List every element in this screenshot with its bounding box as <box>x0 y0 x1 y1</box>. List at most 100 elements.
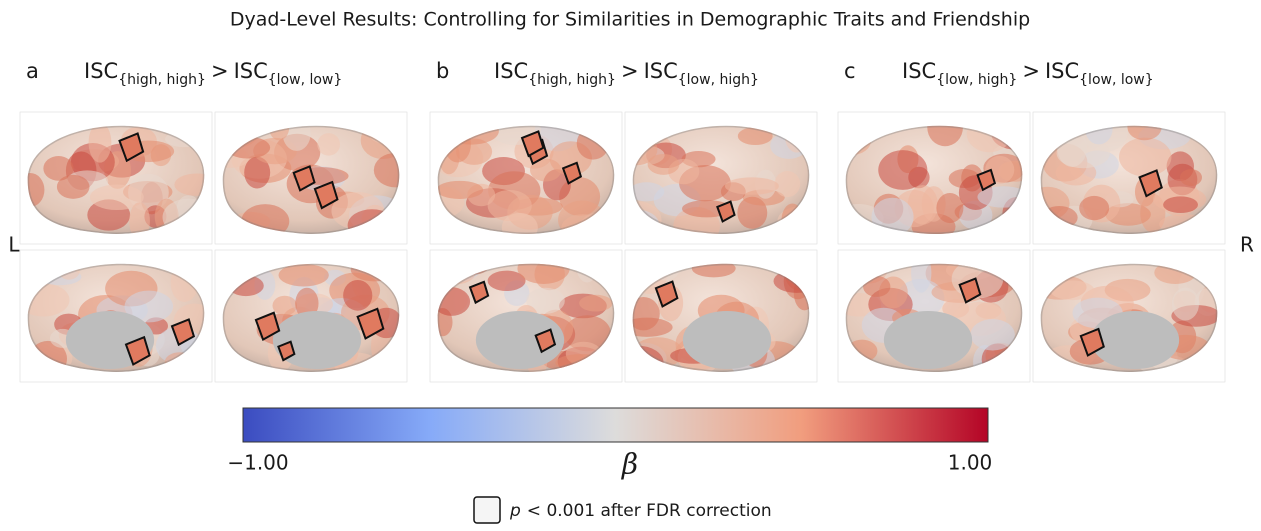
brain-parcel <box>1127 125 1162 141</box>
hemisphere-label: R <box>1240 233 1254 257</box>
panel-contrast: ISC{high, high} > ISC{low, high} <box>494 59 759 88</box>
medial-wall <box>682 310 772 370</box>
contrast-base: ISC <box>234 59 268 83</box>
panel-label: c <box>844 59 856 83</box>
contrast-base: ISC <box>1045 59 1079 83</box>
panel-label: b <box>436 59 449 83</box>
significant-region <box>124 335 151 366</box>
significant-region <box>356 307 385 340</box>
medial-wall <box>1090 310 1180 370</box>
brain-parcel <box>88 125 112 163</box>
significant-region <box>976 168 997 192</box>
brain-parcel <box>647 153 680 175</box>
legend-box <box>473 496 501 524</box>
colorbar-max: 1.00 <box>948 451 993 475</box>
brain-parcel <box>278 263 329 287</box>
brain-parcel <box>343 279 373 311</box>
brain-parcel <box>970 319 1015 351</box>
contrast-sub: {low, low} <box>268 72 343 88</box>
contrast-base: ISC <box>902 59 936 83</box>
significant-region <box>118 132 145 163</box>
legend-label: < 0.001 after FDR correction <box>527 501 772 521</box>
significant-region <box>468 280 490 305</box>
medial-wall <box>883 310 973 370</box>
significant-region <box>1079 327 1105 357</box>
brain-parcel <box>437 180 484 199</box>
significant-region <box>292 165 316 192</box>
significant-region <box>520 130 545 158</box>
contrast-base: ISC <box>494 59 528 83</box>
significant-region <box>534 328 557 354</box>
significant-region <box>277 340 296 362</box>
brain-parcel <box>487 270 526 292</box>
contrast-sub: {low, low} <box>1079 72 1154 88</box>
brain-parcel <box>129 202 150 235</box>
brain-parcel <box>282 125 311 151</box>
brain-parcel <box>244 156 271 189</box>
medial-wall <box>272 310 362 370</box>
hemisphere-label: L <box>8 233 20 257</box>
colorbar <box>242 407 989 443</box>
brain-parcel <box>1163 196 1198 214</box>
brain-parcel <box>517 263 570 284</box>
significant-region <box>958 277 982 304</box>
brain-parcel <box>774 170 801 198</box>
legend-text: p < 0.001 after FDR correction <box>509 501 772 521</box>
brain-parcel <box>1119 137 1172 177</box>
contrast-base: ISC <box>644 59 678 83</box>
medial-wall <box>475 310 565 370</box>
contrast-sub: {high, high} <box>118 72 206 88</box>
brain-parcel <box>43 155 74 181</box>
significant-region <box>1138 169 1163 198</box>
contrast-operator: > <box>211 59 229 83</box>
brain-parcel <box>272 295 297 316</box>
brain-parcel <box>317 133 341 156</box>
colorbar-symbol: β <box>621 448 638 481</box>
contrast-sub: {high, high} <box>528 72 616 88</box>
brain-parcel <box>632 297 660 331</box>
significant-region <box>313 180 339 210</box>
panel-contrast: ISC{high, high} > ISC{low, low} <box>84 59 342 88</box>
panels: a ISC{high, high} > ISC{low, low} b ISC{high,… <box>19 59 1226 383</box>
brain-parcel <box>27 173 45 207</box>
brain-parcel <box>526 287 565 314</box>
brain-parcel <box>1179 169 1202 187</box>
brain-parcel <box>878 150 928 190</box>
figure-title: Dyad-Level Results: Controlling for Simi… <box>230 9 1030 31</box>
significant-region <box>170 318 196 347</box>
panel-contrast: ISC{low, high} > ISC{low, low} <box>902 59 1154 88</box>
brain-parcel <box>1079 195 1110 221</box>
brain-parcel <box>927 125 963 147</box>
significant-region <box>654 280 679 308</box>
panel-label: a <box>26 59 39 83</box>
brain-parcel <box>579 294 613 312</box>
contrast-sub: {low, high} <box>678 72 759 88</box>
brain-parcel <box>1050 280 1095 301</box>
brain-parcel <box>124 290 174 323</box>
brain-parcel <box>564 315 611 352</box>
colorbar-min: −1.00 <box>227 451 288 475</box>
significant-region <box>716 200 736 223</box>
brain-parcel <box>907 185 938 225</box>
contrast-operator: > <box>1022 59 1040 83</box>
significant-region <box>561 161 583 185</box>
brain-parcel <box>254 270 276 300</box>
brain-parcel <box>1171 287 1199 321</box>
contrast-sub: {low, high} <box>936 72 1017 88</box>
brain-parcel <box>911 263 932 293</box>
brain-parcel <box>724 177 779 195</box>
brain-parcel <box>373 152 400 188</box>
brain-parcel <box>958 200 993 230</box>
contrast-base: ISC <box>84 59 118 83</box>
brain-parcel <box>863 275 891 297</box>
brain <box>222 263 400 373</box>
brain-parcel <box>174 173 205 196</box>
brain-parcel <box>737 127 773 146</box>
brain-parcel <box>936 193 964 224</box>
brain-parcel <box>56 174 90 199</box>
significant-region <box>254 311 281 342</box>
legend-p: p <box>509 501 521 521</box>
brain-parcel <box>89 184 144 211</box>
brain-parcel <box>501 212 538 235</box>
